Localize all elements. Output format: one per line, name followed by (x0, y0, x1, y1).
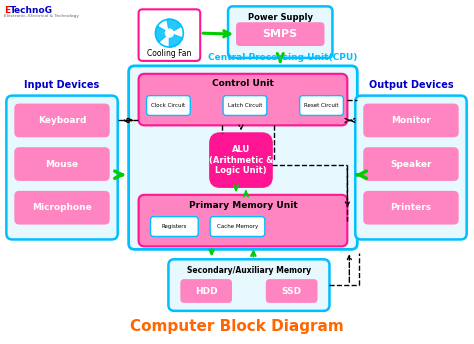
Circle shape (165, 29, 173, 37)
Text: Clock Circuit: Clock Circuit (151, 103, 185, 108)
Text: SMPS: SMPS (263, 29, 298, 39)
FancyBboxPatch shape (168, 259, 329, 311)
Text: Computer Block Diagram: Computer Block Diagram (130, 319, 344, 334)
Wedge shape (169, 33, 182, 47)
FancyBboxPatch shape (14, 147, 110, 181)
FancyBboxPatch shape (236, 22, 325, 46)
Text: HDD: HDD (195, 287, 218, 295)
FancyBboxPatch shape (138, 195, 347, 246)
Text: Speaker: Speaker (390, 160, 432, 169)
Text: ALU
(Arithmetic &
Logic Unit): ALU (Arithmetic & Logic Unit) (209, 145, 273, 175)
FancyBboxPatch shape (228, 6, 332, 58)
FancyBboxPatch shape (6, 96, 118, 239)
Text: Power Supply: Power Supply (248, 13, 313, 22)
FancyBboxPatch shape (223, 96, 267, 116)
Text: Latch Circuit: Latch Circuit (228, 103, 262, 108)
Text: Output Devices: Output Devices (369, 80, 453, 90)
Text: TechnoG: TechnoG (10, 6, 54, 15)
Text: Monitor: Monitor (391, 116, 431, 125)
FancyBboxPatch shape (363, 147, 459, 181)
FancyBboxPatch shape (210, 133, 272, 187)
Text: Printers: Printers (391, 203, 431, 212)
FancyBboxPatch shape (14, 104, 110, 137)
Text: Cooling Fan: Cooling Fan (147, 50, 191, 58)
Text: Primary Memory Unit: Primary Memory Unit (189, 201, 297, 210)
Wedge shape (155, 26, 169, 42)
FancyBboxPatch shape (146, 96, 190, 116)
FancyBboxPatch shape (266, 279, 318, 303)
Text: Keyboard: Keyboard (38, 116, 86, 125)
FancyBboxPatch shape (356, 96, 466, 239)
Text: Electronic, Electrical & Technology: Electronic, Electrical & Technology (4, 14, 79, 18)
Text: Input Devices: Input Devices (24, 80, 100, 90)
Text: SSD: SSD (282, 287, 302, 295)
FancyBboxPatch shape (14, 191, 110, 225)
Text: Secondary/Auxiliary Memory: Secondary/Auxiliary Memory (187, 266, 311, 275)
FancyBboxPatch shape (180, 279, 232, 303)
Text: Control Unit: Control Unit (212, 79, 274, 88)
FancyBboxPatch shape (363, 104, 459, 137)
Text: Cache Memory: Cache Memory (217, 224, 258, 229)
FancyBboxPatch shape (138, 9, 200, 61)
FancyBboxPatch shape (363, 191, 459, 225)
Text: Registers: Registers (162, 224, 187, 229)
Wedge shape (167, 19, 182, 33)
FancyBboxPatch shape (151, 217, 198, 236)
FancyBboxPatch shape (210, 217, 265, 236)
Text: Microphone: Microphone (32, 203, 92, 212)
FancyBboxPatch shape (138, 74, 347, 125)
Text: Central Processing Unit(CPU): Central Processing Unit(CPU) (208, 53, 357, 62)
FancyBboxPatch shape (300, 96, 343, 116)
FancyBboxPatch shape (128, 66, 357, 249)
Text: Reset Circuit: Reset Circuit (304, 103, 339, 108)
Text: E: E (4, 6, 10, 15)
Text: Mouse: Mouse (46, 160, 79, 169)
